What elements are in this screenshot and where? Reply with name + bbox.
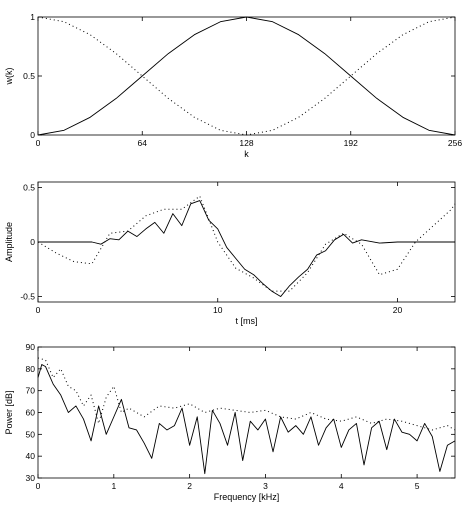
window-plot: 0 64 128 192 256 0 0.5 1 k w(k) [4,12,462,159]
x-tick-label: 256 [448,138,462,148]
x-tick-label: 0 [36,305,41,315]
x-tick-label: 4 [339,481,344,491]
y-tick-label: 80 [26,364,36,374]
y-tick-label: 90 [26,342,36,352]
y-tick-label: 60 [26,408,36,418]
y-axis-label: Amplitude [4,222,14,262]
x-axis-label: t [ms] [236,316,258,326]
y-tick-label: 70 [26,386,36,396]
x-tick-label: 128 [239,138,253,148]
y-axis-label: Power [dB] [4,390,14,434]
y-axis-label: w(k) [4,68,14,86]
y-tick-label: 0 [30,237,35,247]
plot-frame [37,16,456,136]
x-tick-label: 10 [213,305,223,315]
series-dotted-line [37,357,456,431]
x-axis-label: Frequency [kHz] [214,492,280,502]
x-tick-label: 0 [36,481,41,491]
x-tick-label: 1 [111,481,116,491]
y-tick-label: -0.5 [20,292,35,302]
y-tick-label: 30 [26,473,36,483]
y-tick-label: 50 [26,429,36,439]
y-tick-label: 0 [30,130,35,140]
x-tick-label: 20 [393,305,403,315]
x-tick-label: 2 [187,481,192,491]
x-tick-label: 64 [138,138,148,148]
series-solid-line [37,16,456,136]
y-tick-label: 40 [26,451,36,461]
y-tick-label: 0.5 [23,182,35,192]
x-tick-label: 192 [344,138,358,148]
y-tick-label: 1 [30,12,35,22]
series-solid-line [37,364,456,475]
series-dotted-line [37,195,456,292]
x-tick-label: 3 [263,481,268,491]
x-axis-label: k [244,149,249,159]
series-dotted-line [37,16,456,136]
amplitude-plot: 0 10 20-0.500.5t [ms]Amplitude [4,181,456,326]
y-tick-label: 0.5 [23,71,35,81]
x-tick-label: 0 [36,138,41,148]
spectrum-plot: 0 1 2 3 4 5 30 40 50 60 70 80 90 Frequency [kHz] Power… [4,342,456,502]
x-tick-label: 5 [415,481,420,491]
